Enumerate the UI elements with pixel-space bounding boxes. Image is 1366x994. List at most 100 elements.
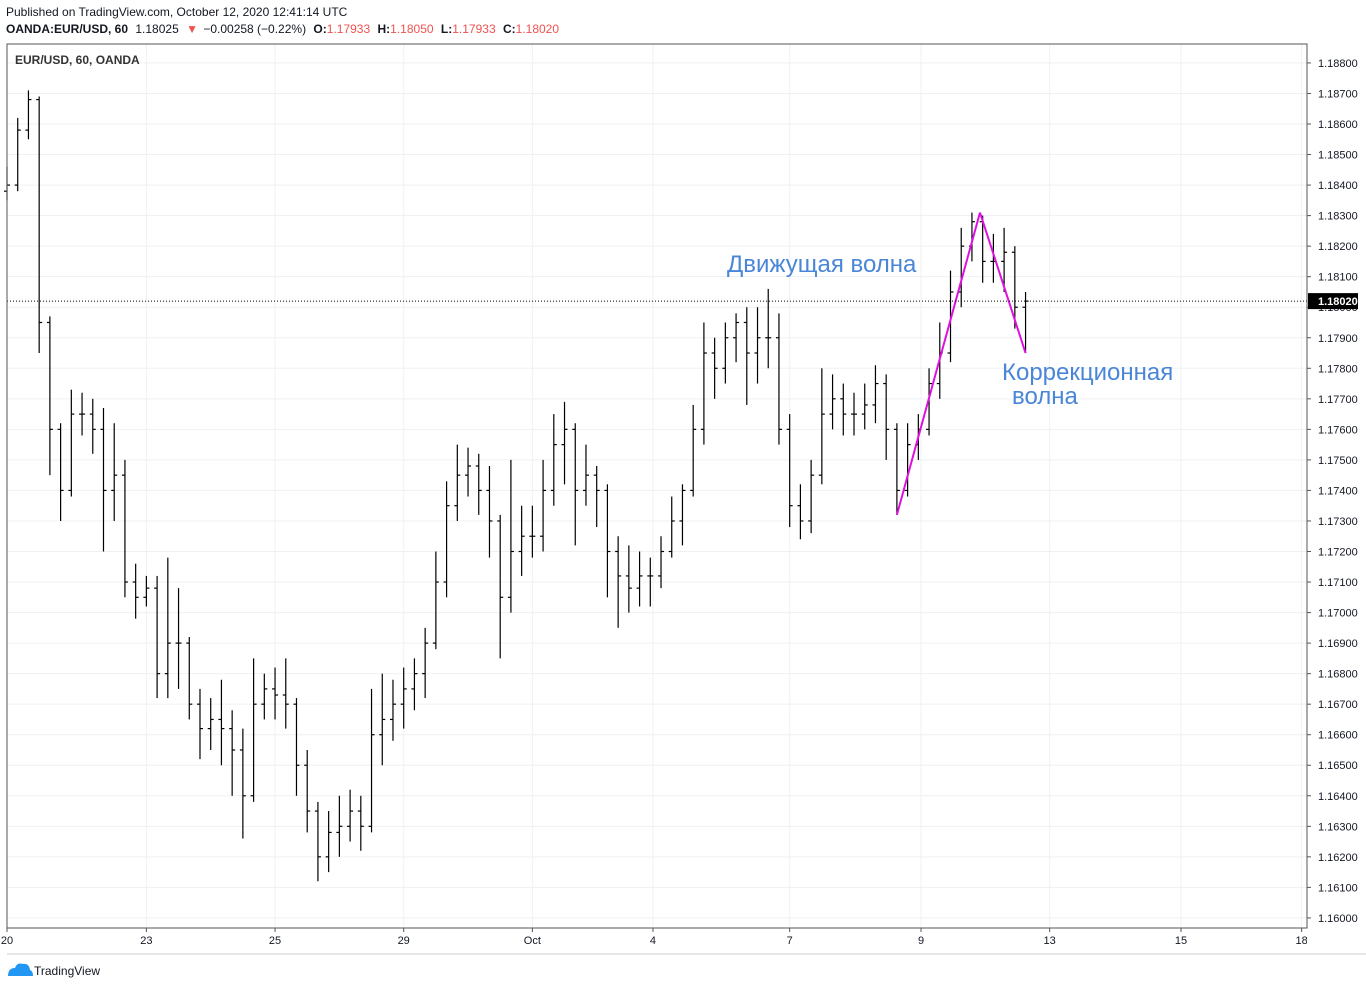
- x-tick-label: 13: [1044, 935, 1056, 947]
- ohlc-bar: [218, 679, 225, 766]
- ohlc-bar: [154, 575, 161, 699]
- x-tick-label: 18: [1296, 935, 1308, 947]
- ohlc-bar: [207, 698, 214, 750]
- ohlc-bar: [883, 374, 890, 460]
- trend-line: [895, 212, 981, 516]
- x-tick-label: 20: [1, 935, 13, 947]
- price-axis: 1.16000 1.16100 1.16200 1.16300 1.16400 1.165…: [1307, 58, 1358, 925]
- ohlc-bar: [304, 749, 311, 833]
- ohlc-bar: [389, 679, 396, 741]
- x-tick-label: 29: [398, 935, 410, 947]
- ohlc-bar: [615, 536, 622, 628]
- ohlc-bar: [733, 313, 740, 363]
- ohlc-bar: [164, 557, 171, 699]
- ohlc-bar: [486, 465, 493, 558]
- ohlc-bar: [754, 307, 761, 384]
- y-tick-label: 1.16400: [1318, 791, 1358, 803]
- ohlc-bar: [379, 673, 386, 766]
- published-line: Published on TradingView.com, October 12…: [6, 5, 348, 19]
- y-tick-label: 1.16600: [1318, 730, 1358, 742]
- y-tick-label: 1.17200: [1318, 546, 1358, 558]
- ohlc-bar: [775, 313, 782, 445]
- ohlc-bar: [797, 484, 804, 540]
- ohlc-bar: [550, 414, 557, 506]
- grid: [6, 44, 1307, 928]
- plot: [4, 90, 1307, 882]
- logo: TradingView: [8, 963, 100, 978]
- y-tick-label: 1.17000: [1318, 608, 1358, 620]
- ohlc-bar: [893, 423, 900, 515]
- ohlc-bar: [711, 337, 718, 399]
- change-arrow: ▼: [186, 22, 198, 36]
- ohlc-bar: [239, 728, 246, 839]
- ohlc-bar: [25, 90, 32, 140]
- ohlc-bar: [926, 368, 933, 436]
- ohlc-bar: [604, 484, 611, 598]
- ohlc-bar: [111, 423, 118, 521]
- ohlc-bar: [465, 447, 472, 497]
- y-tick-label: 1.16700: [1318, 699, 1358, 711]
- y-tick-label: 1.16900: [1318, 638, 1358, 650]
- symbol: OANDA:EUR/USD, 60: [6, 22, 128, 36]
- plot-border: [6, 43, 1308, 929]
- ohlc-label: H:: [378, 22, 391, 36]
- y-tick-label: 1.17800: [1318, 363, 1358, 375]
- ohlc-bar: [840, 383, 847, 436]
- ohlc-bar: [958, 227, 965, 308]
- last-price-label: 1.18020: [1318, 296, 1358, 308]
- ohlc-bar: [422, 627, 429, 699]
- y-tick-label: 1.16800: [1318, 669, 1358, 681]
- ohlc-bar: [132, 563, 139, 619]
- y-tick-label: 1.16000: [1318, 913, 1358, 925]
- y-tick-label: 1.17600: [1318, 424, 1358, 436]
- y-tick-label: 1.17900: [1318, 333, 1358, 345]
- y-tick-label: 1.17700: [1318, 394, 1358, 406]
- y-tick-label: 1.16300: [1318, 821, 1358, 833]
- ohlc-bar: [636, 551, 643, 607]
- ohlc-bar: [36, 96, 43, 354]
- ohlc-bar: [668, 496, 675, 558]
- y-tick-label: 1.17500: [1318, 455, 1358, 467]
- price-axis-bg: [1307, 44, 1366, 954]
- y-tick-label: 1.16200: [1318, 852, 1358, 864]
- ohlc-bar: [658, 536, 665, 589]
- ohlc-bar: [196, 688, 203, 760]
- ohlc-bar: [786, 414, 793, 528]
- y-tick-label: 1.17400: [1318, 485, 1358, 497]
- x-axis: 20 23 25 29 Oct 4 7 9 13 15 18: [1, 928, 1308, 947]
- annotation: Движущая волна: [727, 251, 917, 278]
- chart-legend: EUR/USD, 60, OANDA: [15, 53, 140, 67]
- x-tick-label: 9: [918, 935, 924, 947]
- ohlc-bar: [507, 459, 514, 613]
- trend-line: [979, 212, 1027, 354]
- ohlc-bar: [250, 658, 257, 802]
- ohlc-value: 1.18050: [390, 22, 434, 36]
- y-tick-label: 1.18100: [1318, 272, 1358, 284]
- ohlc-bar: [529, 505, 536, 558]
- y-tick-label: 1.16500: [1318, 760, 1358, 772]
- ohlc-bar: [68, 389, 75, 497]
- ohlc-bar: [100, 407, 107, 552]
- ohlc-label: L:: [441, 22, 452, 36]
- logo-icon: [8, 963, 33, 976]
- ohlc-bar: [904, 423, 911, 497]
- y-tick-label: 1.18400: [1318, 180, 1358, 192]
- price: 1.18025: [135, 22, 179, 36]
- annotation: волна: [1012, 383, 1079, 410]
- ohlc-bar: [282, 658, 289, 729]
- x-tick-label: 25: [269, 935, 281, 947]
- ohlc-bar: [186, 636, 193, 720]
- ohlc-bar: [861, 383, 868, 430]
- ohlc-bar: [497, 514, 504, 659]
- ohlc-value: 1.17933: [452, 22, 496, 36]
- ohlc-bar: [765, 288, 772, 369]
- ohlc-bar: [79, 392, 86, 436]
- ohlc-bar: [314, 801, 321, 882]
- x-tick-label: 7: [787, 935, 793, 947]
- ohlc-bar: [700, 322, 707, 445]
- ohlc-bar: [679, 484, 686, 546]
- ohlc-bar: [57, 423, 64, 521]
- ohlc-bar: [357, 795, 364, 851]
- y-tick-label: 1.17300: [1318, 516, 1358, 528]
